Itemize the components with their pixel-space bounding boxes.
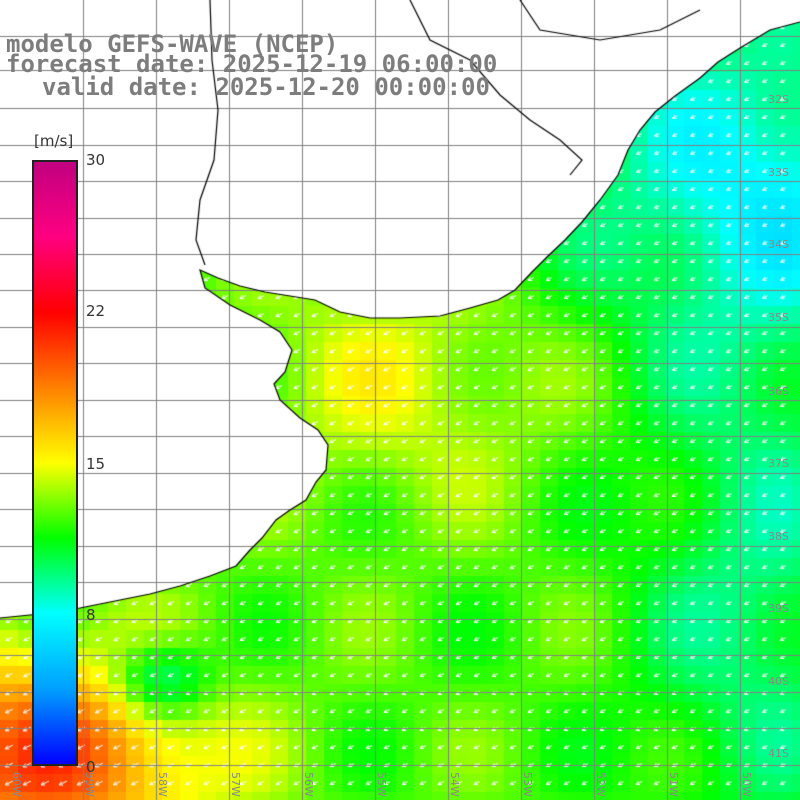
colorbar [32,160,78,766]
latitude-label: 37S [768,457,789,470]
latitude-label: 40S [768,675,789,688]
latitude-label: 35S [768,311,789,324]
longitude-label: 54W [448,772,461,797]
longitude-label: 55W [375,772,388,797]
longitude-label: 58W [156,772,169,797]
longitude-label: 59W [83,772,96,797]
longitude-label: 51W [667,772,680,797]
latitude-label: 32S [768,93,789,106]
latitude-label: 33S [768,166,789,179]
latitude-label: 38S [768,530,789,543]
latitude-label: 39S [768,602,789,615]
longitude-label: 50W [740,772,753,797]
colorbar-tick: 30 [86,151,106,169]
longitude-label: 56W [302,772,315,797]
colorbar-tick: 8 [86,606,96,624]
longitude-label: 60W [10,772,23,797]
longitude-label: 52W [594,772,607,797]
colorbar-tick: 15 [86,455,106,473]
latitude-label: 36S [768,385,789,398]
latitude-label: 41S [768,747,789,760]
colorbar-tick: 0 [86,758,96,776]
longitude-label: 53W [521,772,534,797]
latitude-label: 34S [768,238,789,251]
longitude-label: 57W [229,772,242,797]
colorbar-tick: 22 [86,302,106,320]
colorbar-unit-label: [m/s] [34,132,74,150]
